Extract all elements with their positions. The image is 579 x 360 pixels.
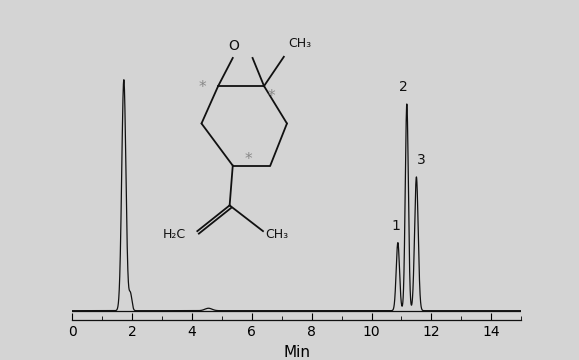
X-axis label: Min: Min xyxy=(283,345,310,360)
Text: O: O xyxy=(228,39,239,53)
Text: 2: 2 xyxy=(400,80,408,94)
Text: H₂C: H₂C xyxy=(163,228,186,241)
Text: CH₃: CH₃ xyxy=(288,37,311,50)
Text: 1: 1 xyxy=(392,219,401,233)
Text: *: * xyxy=(244,152,252,167)
Text: CH₃: CH₃ xyxy=(265,228,288,241)
Text: *: * xyxy=(267,89,275,104)
Text: *: * xyxy=(199,80,206,95)
Text: 3: 3 xyxy=(417,153,426,167)
